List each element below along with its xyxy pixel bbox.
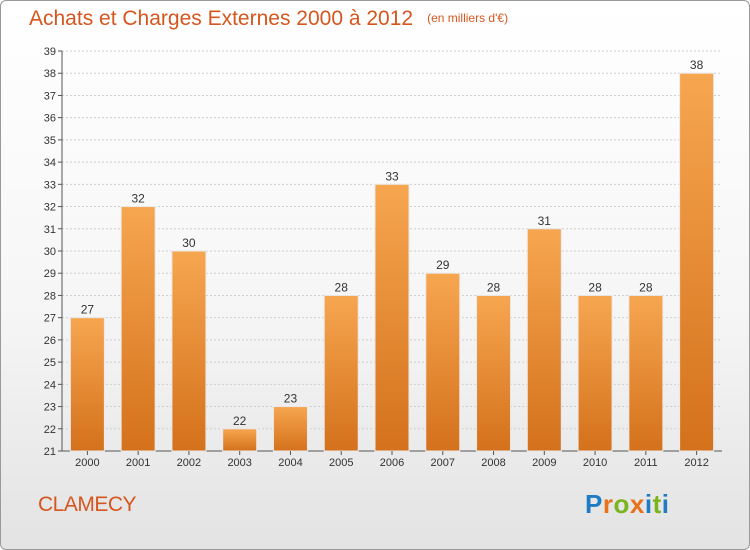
y-tick-label: 31 xyxy=(44,224,56,236)
bar xyxy=(679,72,715,452)
x-tick-label: 2007 xyxy=(431,457,455,469)
y-tick-label: 26 xyxy=(44,335,56,347)
bar xyxy=(476,294,512,452)
bar-value-label: 38 xyxy=(690,58,704,72)
bar xyxy=(272,406,308,452)
bar-value-label: 23 xyxy=(284,392,298,406)
bar-value-label: 31 xyxy=(538,214,552,228)
bar xyxy=(69,317,105,452)
bar xyxy=(526,228,562,452)
x-tick-label: 2009 xyxy=(532,457,556,469)
bars xyxy=(69,72,715,452)
bar xyxy=(222,428,258,452)
bar xyxy=(577,294,613,452)
y-tick-label: 38 xyxy=(44,68,56,80)
y-tick-label: 27 xyxy=(44,313,56,325)
x-tick-label: 2011 xyxy=(634,457,658,469)
y-tick-label: 30 xyxy=(44,246,56,258)
x-tick-label: 2010 xyxy=(583,457,607,469)
x-tick-label: 2005 xyxy=(329,457,353,469)
bar-value-label: 28 xyxy=(487,280,501,294)
y-tick-label: 22 xyxy=(44,424,56,436)
chart-title-text: Achats et Charges Externes 2000 à 2012 xyxy=(29,7,414,30)
bar-value-label: 28 xyxy=(588,280,602,294)
y-tick-label: 29 xyxy=(44,268,56,280)
x-tick-label: 2006 xyxy=(380,457,404,469)
bar-value-label: 30 xyxy=(182,236,196,250)
y-tick-label: 21 xyxy=(44,446,56,458)
y-tick-label: 34 xyxy=(44,157,56,169)
y-tick-label: 24 xyxy=(44,379,56,391)
bar-value-label: 29 xyxy=(436,258,450,272)
data-labels: 27 32 30 22 23 28 33 29 28 31 28 28 38 xyxy=(81,58,704,428)
bar xyxy=(628,294,664,452)
chart-unit: (en milliers d'€) xyxy=(427,11,509,25)
proxiti-logo: Proxiti xyxy=(585,489,670,519)
y-tick-label: 32 xyxy=(44,202,56,214)
y-tick-label: 33 xyxy=(44,179,56,191)
commune-name: CLAMECY xyxy=(38,493,137,516)
bar-value-label: 28 xyxy=(639,280,653,294)
x-tick-labels: 2000 2001 2002 2003 2004 2005 2006 2007 2008 2009… xyxy=(75,451,709,469)
y-tick-label: 39 xyxy=(44,46,56,58)
y-tick-labels: 21 22 23 24 25 26 27 28 29 30 31 32 33 34 35 36 37 38 39 xyxy=(44,46,56,458)
x-tick-label: 2003 xyxy=(227,457,251,469)
y-tick-label: 25 xyxy=(44,357,56,369)
bar xyxy=(323,294,359,452)
bar xyxy=(374,183,410,452)
bar-value-label: 32 xyxy=(131,192,145,206)
bar-value-label: 28 xyxy=(335,280,349,294)
bar-value-label: 27 xyxy=(81,303,95,317)
chart-title: Achats et Charges Externes 2000 à 2012 (e… xyxy=(29,7,508,31)
x-tick-label: 2002 xyxy=(177,457,201,469)
bar-value-label: 22 xyxy=(233,414,247,428)
x-tick-label: 2012 xyxy=(684,457,708,469)
y-tick-label: 28 xyxy=(44,290,56,302)
y-tick-label: 37 xyxy=(44,90,56,102)
bar xyxy=(425,272,461,452)
bar xyxy=(171,250,207,452)
bar-value-label: 33 xyxy=(385,169,399,183)
y-tick-label: 36 xyxy=(44,113,56,125)
x-tick-label: 2008 xyxy=(481,457,505,469)
x-tick-label: 2004 xyxy=(278,457,302,469)
y-tick-label: 23 xyxy=(44,402,56,414)
x-tick-label: 2001 xyxy=(126,457,150,469)
y-tick-label: 35 xyxy=(44,135,56,147)
bar xyxy=(120,206,156,452)
x-tick-label: 2000 xyxy=(75,457,99,469)
